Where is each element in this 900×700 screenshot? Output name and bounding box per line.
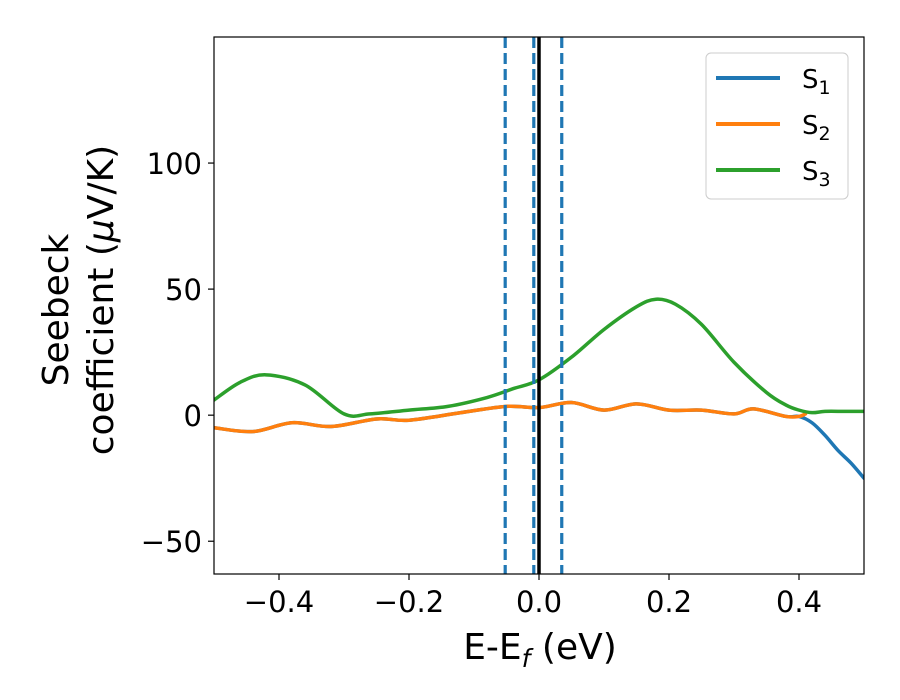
x-ticks: −0.4 −0.2 0.0 0.2 0.4 — [244, 574, 822, 619]
y-axis-label-mu: μ — [81, 219, 122, 243]
series-line-s2 — [214, 400, 808, 434]
y-ticks: −50 0 50 100 — [141, 147, 214, 559]
y-tick-label: −50 — [141, 525, 202, 559]
x-axis-label-unit: (eV) — [530, 627, 616, 668]
legend: S1 S2 S3 — [705, 52, 849, 200]
y-axis-label-line2: coefficient (μV/K) — [81, 145, 122, 455]
x-axis-label-main: E-E — [463, 627, 521, 668]
y-tick-label: 0 — [184, 399, 202, 433]
legend-label-s3: S3 — [802, 157, 831, 191]
x-tick-label: −0.4 — [244, 585, 314, 619]
y-axis-label-text: coefficient ( — [81, 242, 122, 455]
series-layer — [214, 297, 864, 480]
y-tick-label: 100 — [147, 147, 202, 181]
legend-label-s1: S1 — [802, 65, 831, 99]
x-axis-label: E-Ef (eV) — [463, 627, 617, 673]
x-tick-label: 0.4 — [776, 585, 822, 619]
y-tick-label: 50 — [165, 273, 202, 307]
y-axis-label-unit: V/K) — [81, 145, 122, 219]
x-tick-label: 0.2 — [646, 585, 692, 619]
legend-label-s2: S2 — [802, 111, 831, 145]
vline-layer — [503, 37, 564, 574]
x-tick-label: 0.0 — [516, 585, 562, 619]
y-axis-label-line1: Seebeck — [36, 233, 77, 386]
series-line-s3 — [214, 297, 864, 418]
x-tick-label: −0.2 — [374, 585, 444, 619]
